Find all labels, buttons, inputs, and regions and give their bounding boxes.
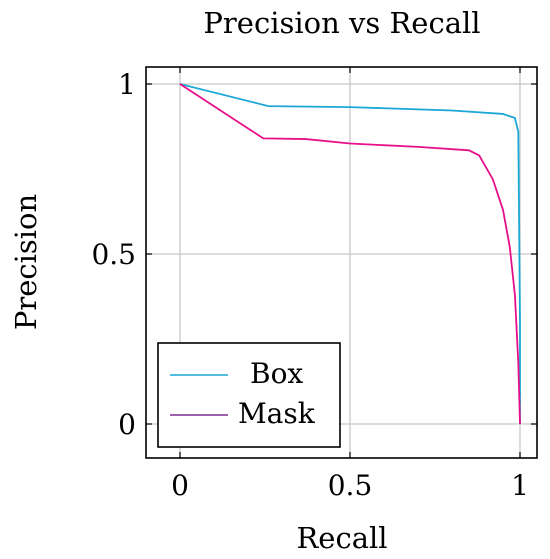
y-axis-label: Precision	[9, 194, 43, 330]
legend-label-box: Box	[250, 357, 303, 390]
plot-frame	[145, 66, 538, 459]
legend-label-mask: Mask	[238, 397, 316, 430]
y-tick-label: 1	[118, 68, 136, 101]
legend: Box Mask	[157, 342, 341, 448]
x-tick-label: 0.5	[328, 469, 373, 502]
x-tick-label: 1	[511, 469, 529, 502]
x-axis-ticks: 0 0.5 1	[171, 67, 529, 502]
y-tick-label: 0.5	[91, 238, 136, 271]
legend-box	[157, 342, 341, 448]
series-group	[179, 83, 521, 425]
chart-title: Precision vs Recall	[203, 6, 480, 40]
y-axis-ticks: 00.51	[91, 68, 537, 441]
y-tick-label: 0	[118, 408, 136, 441]
series-line-box	[179, 83, 521, 424]
x-tick-label: 0	[171, 469, 189, 502]
series-line-mask	[179, 83, 521, 425]
x-axis-label: Recall	[296, 521, 387, 555]
